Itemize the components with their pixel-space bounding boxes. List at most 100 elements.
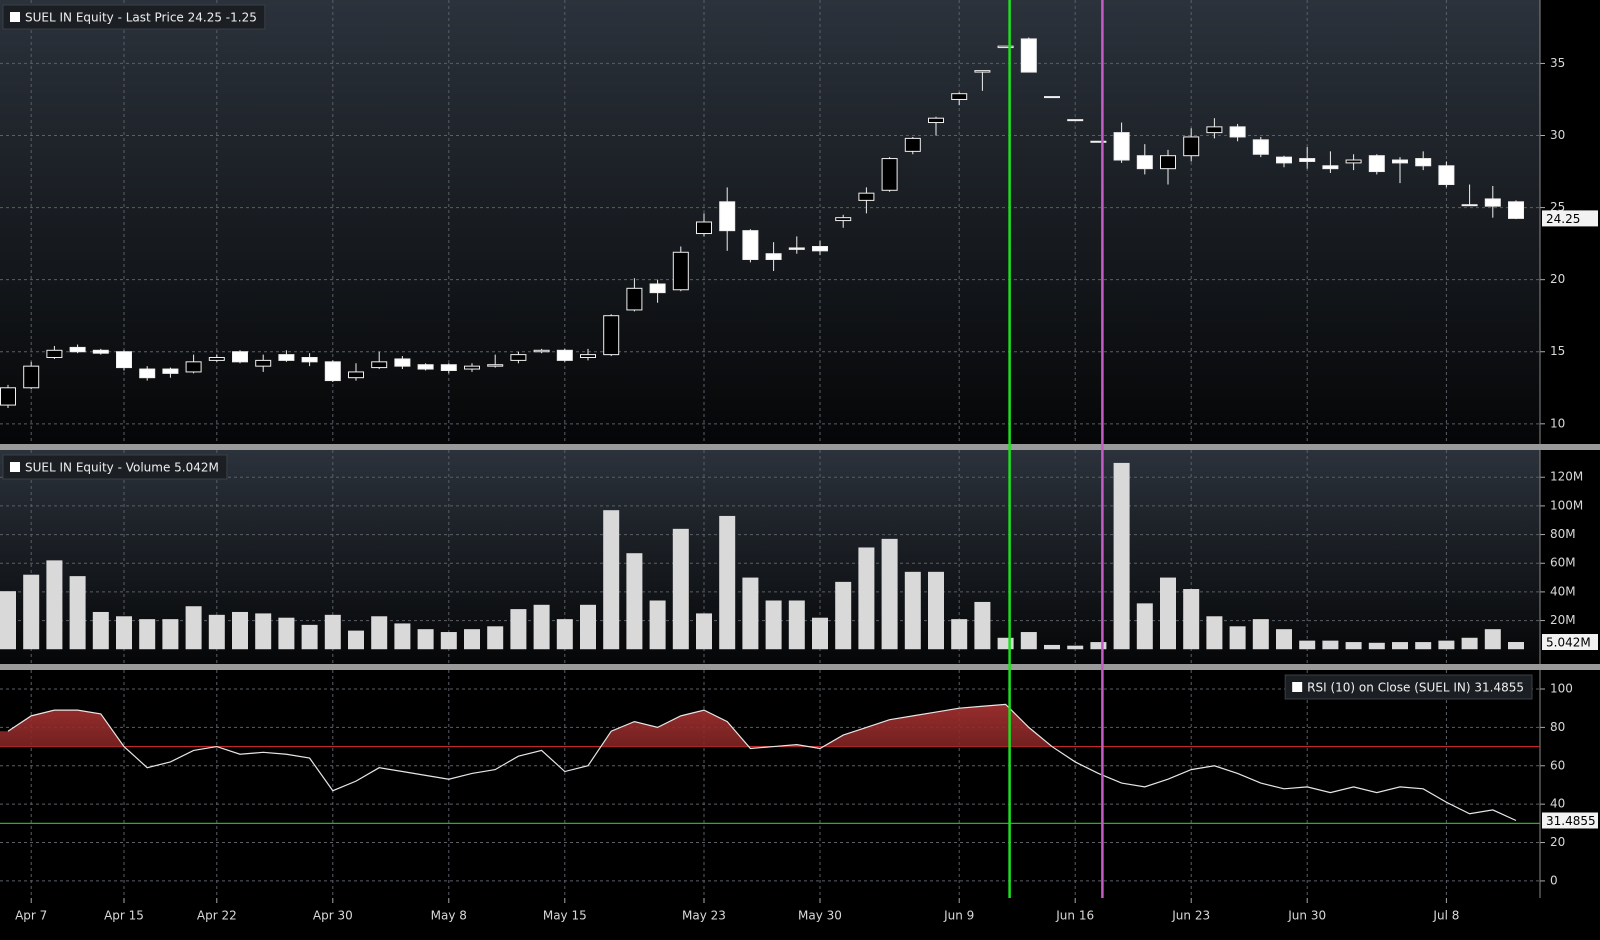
volume-bar	[1415, 642, 1432, 650]
candle-body	[1461, 204, 1478, 207]
y-tick-label: 35	[1550, 56, 1565, 70]
candle-body	[162, 368, 179, 374]
volume-bar	[626, 553, 643, 650]
legend-text: RSI (10) on Close (SUEL IN) 31.4855	[1307, 681, 1524, 695]
volume-bar	[1113, 462, 1130, 650]
legend-text: SUEL IN Equity - Volume 5.042M	[25, 461, 219, 475]
volume-bar	[1252, 619, 1269, 650]
legend-box	[2, 454, 228, 480]
x-tick-label: Apr 30	[313, 909, 353, 923]
volume-bar	[510, 609, 527, 650]
legend-swatch	[1292, 682, 1303, 692]
candle-body	[1044, 96, 1060, 99]
volume-bar	[417, 629, 434, 650]
y-tick-label: 100M	[1550, 498, 1583, 512]
y-tick-label: 30	[1550, 128, 1565, 142]
candle-body	[904, 137, 921, 152]
volume-bar	[324, 614, 341, 650]
volume-bar	[881, 538, 898, 650]
volume-bar	[348, 630, 364, 650]
volume-bar	[1090, 642, 1107, 650]
volume-bar	[858, 547, 875, 650]
candle-body	[858, 192, 875, 201]
volume-bar	[487, 626, 504, 650]
candle-body	[1136, 155, 1153, 170]
volume-bar	[997, 637, 1014, 650]
y-tick-label: 40M	[1550, 584, 1576, 598]
candle-body	[1206, 126, 1223, 134]
x-tick-label: May 15	[543, 909, 587, 923]
candle-body	[1160, 155, 1176, 170]
volume-bar	[255, 613, 272, 650]
y-tick-label: 120M	[1550, 470, 1583, 484]
candle-body	[1252, 139, 1269, 155]
candle-body	[580, 354, 596, 359]
x-tick-label: Apr 7	[15, 909, 47, 923]
candle-body	[1020, 38, 1037, 73]
panel-background	[0, 0, 1540, 444]
candle-body	[1415, 158, 1432, 167]
volume-bar	[278, 617, 295, 650]
last-value-box	[1542, 812, 1598, 829]
candle-body	[255, 359, 272, 367]
candle-body	[1276, 156, 1292, 164]
candle-body	[464, 365, 480, 370]
candle-body	[974, 70, 991, 73]
x-tick-label: Jul 8	[1432, 909, 1459, 923]
x-tick-label: May 30	[798, 909, 842, 923]
volume-bar	[672, 528, 689, 650]
candle-body	[417, 364, 434, 370]
candle-body	[719, 201, 736, 232]
volume-bar	[951, 619, 968, 650]
volume-bar	[0, 591, 16, 650]
volume-bar	[1345, 642, 1362, 650]
candle-body	[1484, 198, 1501, 207]
candle-body	[0, 387, 16, 406]
volume-bar	[440, 632, 457, 650]
volume-bar	[1392, 642, 1408, 650]
candle-body	[788, 247, 805, 250]
volume-bar	[232, 611, 248, 650]
volume-bar	[1438, 640, 1455, 650]
candle-body	[69, 346, 86, 353]
volume-bar	[208, 614, 225, 650]
volume-bar	[301, 624, 318, 650]
candle-body	[1113, 132, 1130, 161]
last-value-label: 24.25	[1546, 212, 1580, 226]
candle-body	[394, 358, 411, 367]
candle-body	[348, 371, 364, 379]
y-tick-label: 60	[1550, 758, 1565, 772]
volume-bar	[1206, 616, 1223, 650]
candle-body	[510, 354, 527, 361]
volume-bar	[719, 515, 736, 650]
volume-bar	[394, 623, 411, 650]
candle-body	[626, 287, 643, 311]
candle-body	[1229, 126, 1246, 138]
volume-bar	[371, 616, 388, 650]
candle-body	[812, 246, 828, 252]
volume-bar	[1020, 632, 1037, 650]
legend-swatch	[10, 462, 20, 472]
candle-body	[324, 361, 341, 382]
candle-body	[928, 117, 944, 124]
candle-body	[672, 251, 689, 291]
volume-bar	[1276, 629, 1292, 650]
candle-body	[116, 351, 132, 369]
volume-bar	[1368, 642, 1385, 650]
x-tick-label: Jun 16	[1055, 909, 1094, 923]
volume-bar	[533, 604, 550, 650]
candle-body	[1345, 159, 1362, 164]
volume-bar	[580, 604, 596, 650]
candle-body	[278, 354, 295, 361]
candle-body	[1508, 201, 1524, 219]
panel-background	[0, 670, 1540, 898]
candle-body	[185, 361, 202, 373]
candle-body	[371, 361, 388, 369]
candle-body	[1090, 140, 1107, 143]
candle-body	[997, 45, 1014, 49]
legend-box	[1284, 674, 1533, 700]
candle-body	[92, 349, 109, 354]
candle-body	[232, 351, 248, 363]
volume-bar	[46, 560, 63, 650]
